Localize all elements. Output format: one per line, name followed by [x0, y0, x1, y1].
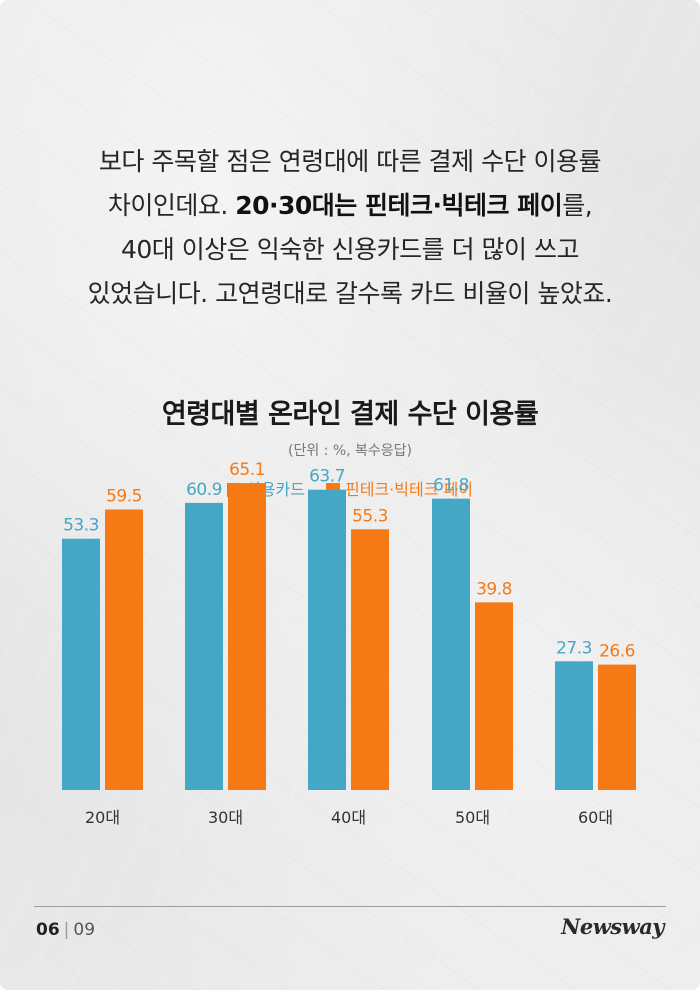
bar-credit-card-30s: [185, 502, 223, 790]
page-current: 06: [36, 920, 60, 940]
intro-line-2-post: 를,: [562, 191, 593, 220]
intro-line-2-bold: 20·30대는 핀테크·빅테크 페이: [235, 191, 563, 220]
page-total: 09: [73, 920, 96, 940]
newsway-logo: Newsway: [561, 914, 664, 939]
bar-fintech-pay-20s: [105, 509, 143, 790]
category-label-50s: 50대: [455, 808, 490, 827]
intro-line-1: 보다 주목할 점은 연령대에 따른 결제 수단 이용률: [98, 147, 602, 176]
legend-label-fintech-pay: 핀테크·빅테크 페이: [345, 480, 473, 499]
chart-unit-label: (단위 : %, 복수응답): [287, 443, 413, 459]
category-label-40s: 40대: [331, 808, 366, 827]
intro-line-2: 차이인데요. 20·30대는 핀테크·빅테크 페이를,: [40, 184, 660, 228]
data-label-fintech-pay-50s: 39.8: [476, 579, 512, 599]
data-label-credit-card-50s: 61.8: [433, 476, 469, 496]
bar-credit-card-50s: [432, 498, 470, 790]
footer-divider: [34, 906, 666, 907]
bar-fintech-pay-50s: [475, 602, 513, 790]
intro-paragraph: 보다 주목할 점은 연령대에 따른 결제 수단 이용률 차이인데요. 20·30…: [40, 140, 660, 316]
intro-line-4: 있었습니다. 고연령대로 갈수록 카드 비율이 높았죠.: [87, 279, 613, 308]
data-label-fintech-pay-20s: 59.5: [106, 487, 142, 507]
category-label-20s: 20대: [85, 808, 120, 827]
bar-credit-card-60s: [555, 661, 593, 790]
bar-fintech-pay-60s: [598, 664, 636, 790]
intro-line-3: 40대 이상은 익숙한 신용카드를 더 많이 쓰고: [121, 235, 580, 264]
chart-title: 연령대별 온라인 결제 수단 이용률: [161, 399, 539, 430]
category-label-60s: 60대: [578, 808, 613, 827]
data-label-credit-card-20s: 53.3: [63, 516, 99, 536]
bar-credit-card-40s: [308, 489, 346, 790]
bar-fintech-pay-40s: [351, 529, 389, 790]
data-label-credit-card-30s: 60.9: [186, 480, 222, 500]
data-label-fintech-pay-30s: 65.1: [229, 460, 265, 480]
bar-fintech-pay-30s: [228, 483, 266, 790]
category-label-30s: 30대: [208, 808, 243, 827]
data-label-fintech-pay-40s: 55.3: [352, 506, 388, 526]
data-label-credit-card-40s: 63.7: [309, 467, 345, 487]
bar-credit-card-20s: [62, 538, 100, 790]
data-label-credit-card-60s: 27.3: [556, 638, 592, 658]
data-label-fintech-pay-60s: 26.6: [599, 642, 635, 662]
intro-line-2-pre: 차이인데요.: [107, 191, 236, 220]
page-indicator: 06 | 09: [36, 920, 95, 940]
page-separator: |: [63, 920, 70, 940]
